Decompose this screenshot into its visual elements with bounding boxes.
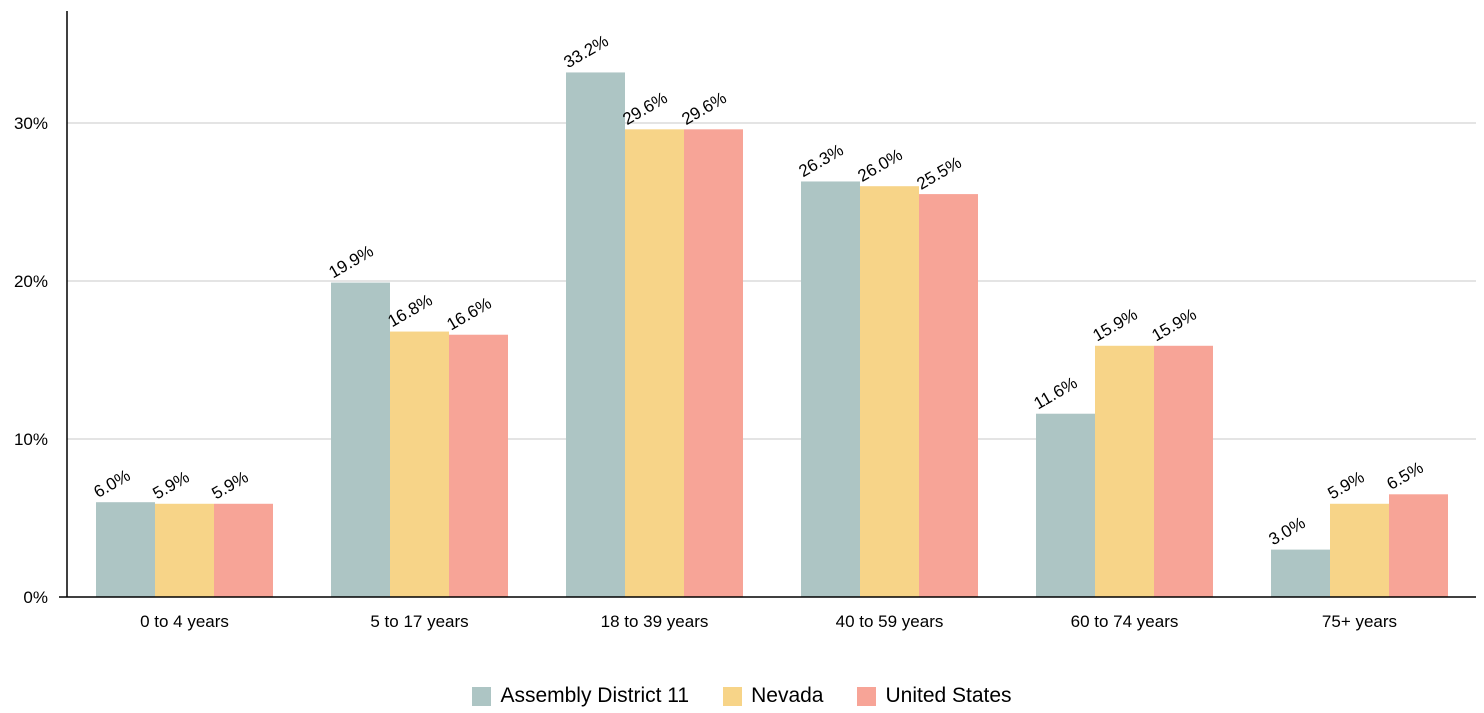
data-label: 5.9% [209, 467, 252, 503]
legend-swatch [857, 686, 877, 706]
bar [684, 129, 743, 597]
x-tick-label: 40 to 59 years [836, 612, 944, 631]
y-tick-label: 0% [23, 588, 48, 607]
bar [331, 282, 390, 597]
bar [1036, 413, 1095, 597]
bar-chart: 6.0%19.9%33.2%26.3%11.6%3.0%5.9%16.8%29.… [14, 11, 1476, 631]
data-label: 6.5% [1384, 458, 1427, 494]
data-label: 15.9% [1090, 305, 1141, 346]
bar [1389, 494, 1448, 597]
y-tick-label: 20% [14, 272, 48, 291]
data-label: 15.9% [1149, 305, 1200, 346]
data-label: 33.2% [561, 31, 612, 72]
legend-swatch [723, 686, 743, 706]
legend: Assembly District 11 Nevada United States [0, 684, 1484, 708]
legend-swatch [472, 686, 492, 706]
bar [155, 503, 214, 597]
bar [449, 334, 508, 597]
data-label: 6.0% [91, 466, 134, 502]
bar [1271, 549, 1330, 597]
gridlines [67, 122, 1476, 440]
legend-label: Nevada [751, 684, 824, 707]
y-tick-label: 30% [14, 114, 48, 133]
legend-item: Assembly District 11 [472, 684, 689, 708]
bar [919, 194, 978, 597]
axes: 0% 10% 20% 30% 0 to 4 years 5 to 17 years 18 t… [14, 11, 1476, 631]
bar [390, 331, 449, 597]
data-label: 5.9% [1325, 467, 1368, 503]
legend-item: Nevada [723, 684, 823, 708]
bar [214, 503, 273, 597]
bar [860, 186, 919, 597]
bar [566, 72, 625, 597]
data-label: 11.6% [1031, 373, 1081, 413]
bar [625, 129, 684, 597]
x-tick-label: 75+ years [1322, 612, 1397, 631]
data-label: 16.8% [385, 290, 436, 331]
data-label: 3.0% [1266, 513, 1309, 549]
data-labels: 6.0%19.9%33.2%26.3%11.6%3.0%5.9%16.8%29.… [91, 31, 1427, 549]
data-label: 16.6% [444, 294, 495, 335]
legend-label: United States [885, 684, 1012, 707]
data-label: 26.3% [796, 140, 847, 181]
data-label: 5.9% [150, 467, 193, 503]
x-tick-label: 5 to 17 years [370, 612, 468, 631]
bar [1154, 345, 1213, 597]
bar [801, 181, 860, 597]
bar [96, 502, 155, 597]
x-tick-label: 0 to 4 years [140, 612, 229, 631]
y-tick-label: 10% [14, 430, 48, 449]
x-tick-label: 18 to 39 years [601, 612, 709, 631]
legend-item: United States [857, 684, 1012, 708]
x-tick-label: 60 to 74 years [1071, 612, 1179, 631]
bar [1330, 503, 1389, 597]
data-label: 25.5% [914, 153, 965, 194]
data-label: 19.9% [326, 241, 377, 282]
bars [96, 72, 1448, 597]
bar [1095, 345, 1154, 597]
legend-label: Assembly District 11 [500, 684, 690, 707]
data-label: 26.0% [855, 145, 906, 186]
